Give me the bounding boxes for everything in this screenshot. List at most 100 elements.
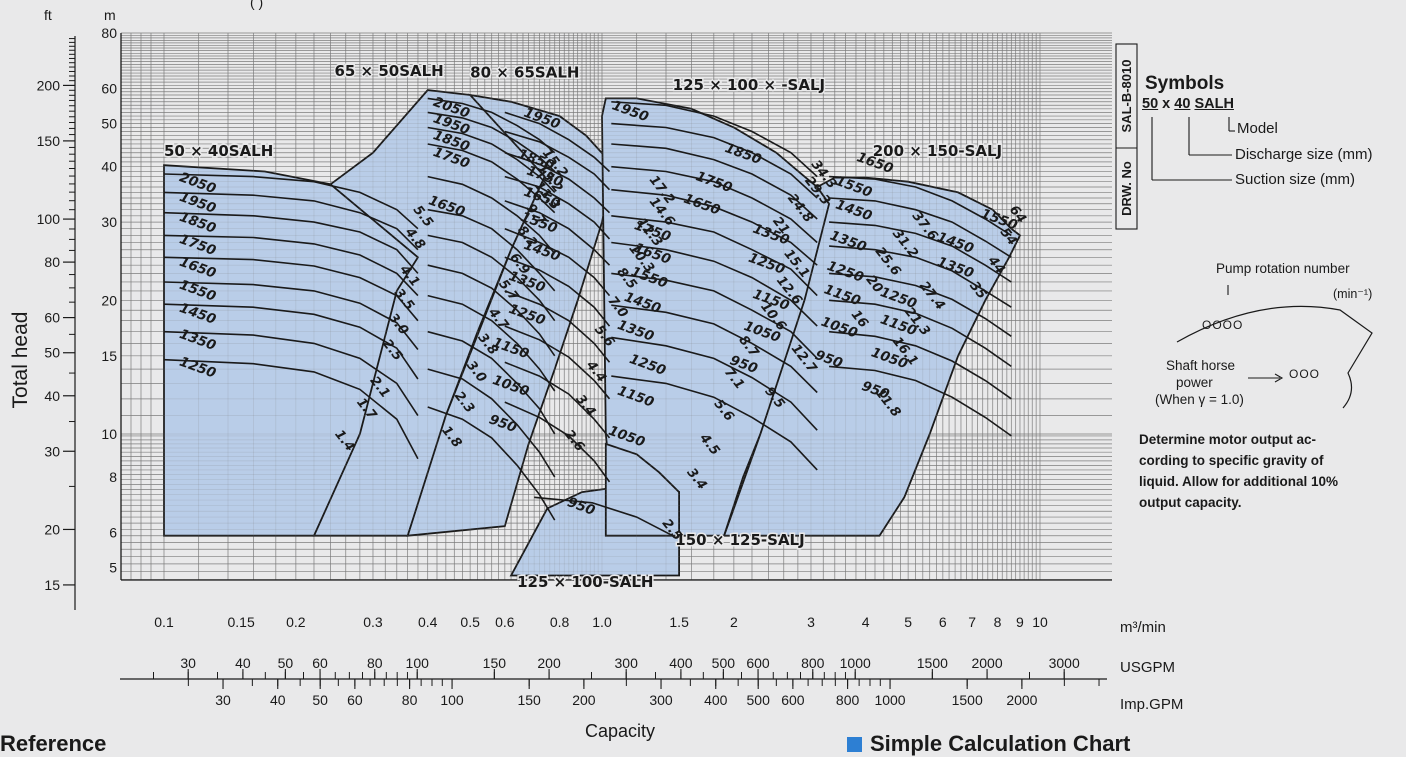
x-tick-label: 1.5 bbox=[669, 614, 689, 630]
usgpm-tick-label: 50 bbox=[278, 655, 294, 671]
x-tick-label: 0.6 bbox=[495, 614, 515, 630]
usgpm-tick-label: 3000 bbox=[1049, 655, 1080, 671]
y-axis-title: Total head bbox=[9, 312, 32, 409]
ft-tick-label: 60 bbox=[44, 310, 60, 326]
impgpm-tick-label: 200 bbox=[572, 692, 596, 708]
impgpm-tick-label: 80 bbox=[402, 692, 418, 708]
symbols-discharge: 40 bbox=[1174, 96, 1191, 112]
m-tick-label: 20 bbox=[101, 292, 117, 308]
rpm-curve bbox=[534, 496, 674, 537]
x-tick-label: 0.5 bbox=[460, 614, 480, 630]
ft-tick-label: 150 bbox=[37, 133, 61, 149]
impgpm-tick-label: 100 bbox=[440, 692, 464, 708]
shp-arrowhead-icon bbox=[1274, 373, 1284, 383]
drw-label: DRW. No bbox=[1119, 161, 1134, 216]
drw-box bbox=[1115, 43, 1138, 230]
rpm-curve bbox=[829, 272, 1012, 337]
ft-tick-label: 30 bbox=[44, 443, 60, 459]
model-label: 150 × 125-SALJ bbox=[675, 531, 804, 549]
rpm-curve bbox=[504, 151, 611, 214]
rpm-curve bbox=[611, 336, 818, 431]
rpm-curve bbox=[829, 365, 1012, 437]
m-unit-label: m bbox=[104, 7, 116, 23]
usgpm-tick-label: 200 bbox=[537, 655, 561, 671]
x-tick-label: 6 bbox=[939, 614, 947, 630]
x-tick-label: 0.4 bbox=[418, 614, 438, 630]
drw-number: SAL-B-8010 bbox=[1119, 60, 1134, 133]
impgpm-tick-label: 300 bbox=[649, 692, 673, 708]
rpm-curve bbox=[427, 264, 556, 357]
rpm-curve bbox=[163, 173, 419, 230]
symbols-example: 50 x 40 SALH bbox=[1142, 96, 1234, 112]
rpm-curve bbox=[611, 375, 818, 471]
rpm-curve bbox=[611, 165, 818, 244]
axes: ft m 200 150 100 80 60 50 40 30 20 15 80 60 50 40 30 20 15… bbox=[9, 7, 1183, 741]
x-unit-usgpm: USGPM bbox=[1120, 659, 1175, 676]
m-tick-label: 50 bbox=[101, 116, 117, 132]
ft-tick-label: 20 bbox=[44, 521, 60, 537]
rpm-curve bbox=[427, 234, 556, 322]
rpm-curve bbox=[504, 361, 611, 439]
rpm-curve bbox=[427, 294, 556, 392]
usgpm-tick-label: 60 bbox=[312, 655, 328, 671]
m-tick-label: 8 bbox=[109, 469, 117, 485]
note-line2: cording to specific gravity of bbox=[1139, 453, 1324, 468]
rpm-curve bbox=[829, 299, 1012, 368]
rpm-curve bbox=[427, 97, 556, 154]
rpm-curve bbox=[611, 188, 818, 266]
x-tick-label: 8 bbox=[994, 614, 1002, 630]
usgpm-tick-label: 400 bbox=[669, 655, 693, 671]
rpm-curve bbox=[163, 281, 419, 350]
model-area bbox=[406, 93, 613, 537]
impgpm-tick-label: 2000 bbox=[1006, 692, 1037, 708]
m-tick-label: 10 bbox=[101, 426, 117, 442]
rpm-curve bbox=[163, 191, 419, 251]
x-unit-m3: m³/min bbox=[1120, 619, 1166, 636]
rpm-curve bbox=[427, 126, 556, 193]
rpm-curve bbox=[504, 200, 611, 266]
impgpm-tick-label: 800 bbox=[836, 692, 860, 708]
rpm-curve bbox=[504, 401, 611, 483]
calc-chart-heading: Simple Calculation Chart bbox=[847, 731, 1130, 757]
note-line1: Determine motor output ac- bbox=[1139, 432, 1317, 447]
m-tick-label: 6 bbox=[109, 525, 117, 541]
chart-grid-overlay bbox=[120, 32, 1112, 580]
x-tick-label: 10 bbox=[1032, 614, 1048, 630]
rpm-curve bbox=[504, 256, 611, 327]
rpm-curve bbox=[611, 122, 818, 199]
x-tick-label: 2 bbox=[730, 614, 738, 630]
calc-chart-title: Simple Calculation Chart bbox=[870, 731, 1131, 756]
x-axis-title: Capacity bbox=[585, 721, 655, 741]
usgpm-tick-label: 80 bbox=[367, 655, 383, 671]
shp-line1: Shaft horse bbox=[1166, 358, 1236, 373]
symbols-discharge-label: Discharge size (mm) bbox=[1235, 146, 1373, 163]
usgpm-tick-label: 800 bbox=[801, 655, 825, 671]
usgpm-tick-label: 40 bbox=[235, 655, 251, 671]
rpm-curves bbox=[163, 97, 1012, 537]
side-legend-graphics bbox=[1151, 117, 1373, 409]
header-partial: ( ) bbox=[250, 0, 264, 10]
usgpm-tick-label: 500 bbox=[712, 655, 736, 671]
legend-curve-icon bbox=[1176, 305, 1373, 409]
rpm-unit: (min⁻¹) bbox=[1333, 287, 1373, 301]
impgpm-tick-label: 50 bbox=[312, 692, 328, 708]
ft-tick-label: 40 bbox=[44, 388, 60, 404]
x-tick-label: 0.3 bbox=[363, 614, 383, 630]
note-line3: liquid. Allow for additional 10% bbox=[1139, 474, 1339, 489]
rpm-curve bbox=[504, 130, 611, 191]
rpm-label: Pump rotation number bbox=[1216, 261, 1350, 276]
rpm-curve bbox=[829, 245, 1012, 308]
m-tick-label: 30 bbox=[101, 214, 117, 230]
model-label: 80 × 65SALH bbox=[470, 64, 579, 82]
model-area bbox=[722, 176, 1022, 537]
impgpm-tick-label: 500 bbox=[747, 692, 771, 708]
x-tick-label: 3 bbox=[807, 614, 815, 630]
symbols-model: SALH bbox=[1194, 96, 1234, 112]
ft-tick-label: 100 bbox=[37, 211, 61, 227]
usgpm-tick-label: 100 bbox=[406, 655, 430, 671]
x-tick-label: 7 bbox=[968, 614, 976, 630]
impgpm-tick-label: 150 bbox=[517, 692, 541, 708]
impgpm-tick-label: 30 bbox=[215, 692, 231, 708]
rpm-curve bbox=[504, 175, 611, 240]
rpm-curve bbox=[427, 143, 556, 214]
